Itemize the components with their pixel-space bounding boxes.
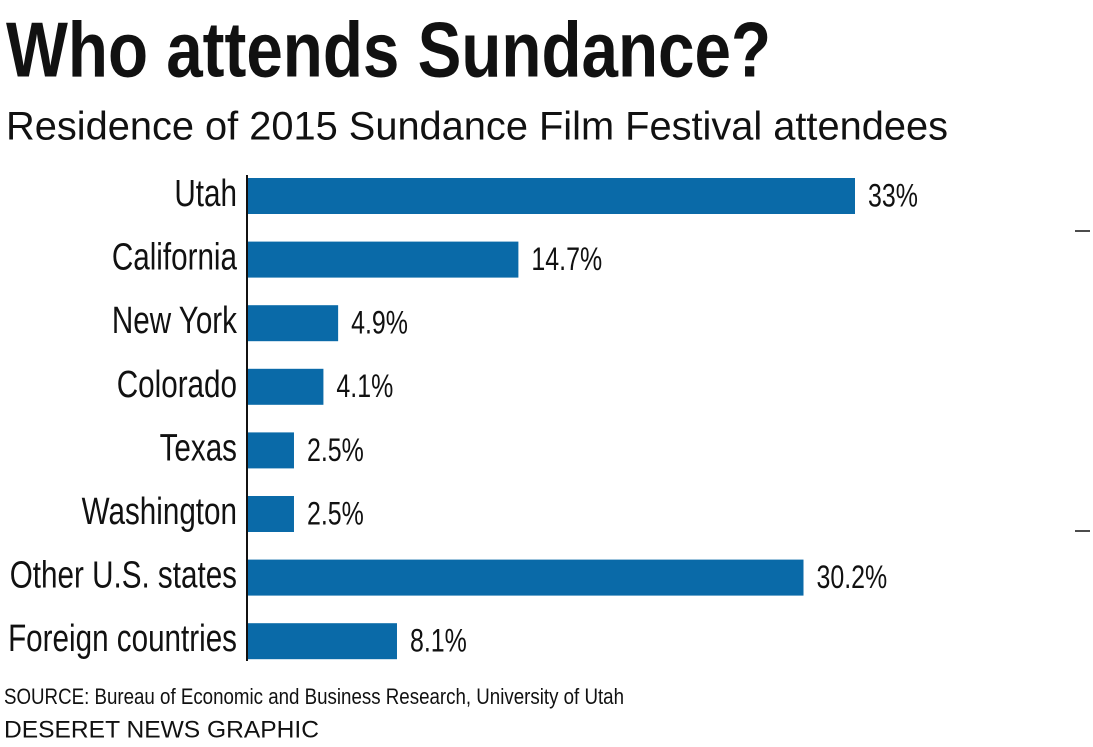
source-note: SOURCE: Bureau of Economic and Business … — [4, 684, 624, 709]
bar — [248, 432, 294, 469]
credit: DESERET NEWS GRAPHIC — [4, 716, 319, 743]
category-label: New York — [112, 300, 238, 342]
bar — [248, 623, 397, 660]
category-label: California — [112, 236, 237, 278]
bar — [248, 178, 855, 214]
value-label: 2.5% — [307, 497, 364, 533]
value-label: 14.7% — [531, 242, 602, 278]
value-label: 8.1% — [410, 624, 467, 660]
value-label: 30.2% — [816, 560, 887, 596]
bar — [248, 368, 324, 405]
chart-subtitle: Residence of 2015 Sundance Film Festival… — [6, 105, 948, 149]
value-label: 4.9% — [351, 306, 408, 342]
value-label: 33% — [868, 179, 918, 215]
category-label: Utah — [174, 173, 237, 215]
category-label: Foreign countries — [8, 618, 237, 660]
category-label: Washington — [82, 491, 237, 533]
bar — [248, 305, 339, 342]
bar — [248, 241, 519, 278]
category-label: Colorado — [117, 363, 237, 405]
bar — [248, 559, 804, 596]
value-label: 4.1% — [336, 369, 393, 405]
value-label: 2.5% — [307, 433, 364, 469]
category-label: Texas — [160, 427, 237, 469]
chart-title: Who attends Sundance? — [6, 6, 771, 94]
bar — [248, 496, 294, 532]
category-label: Other U.S. states — [10, 554, 237, 596]
